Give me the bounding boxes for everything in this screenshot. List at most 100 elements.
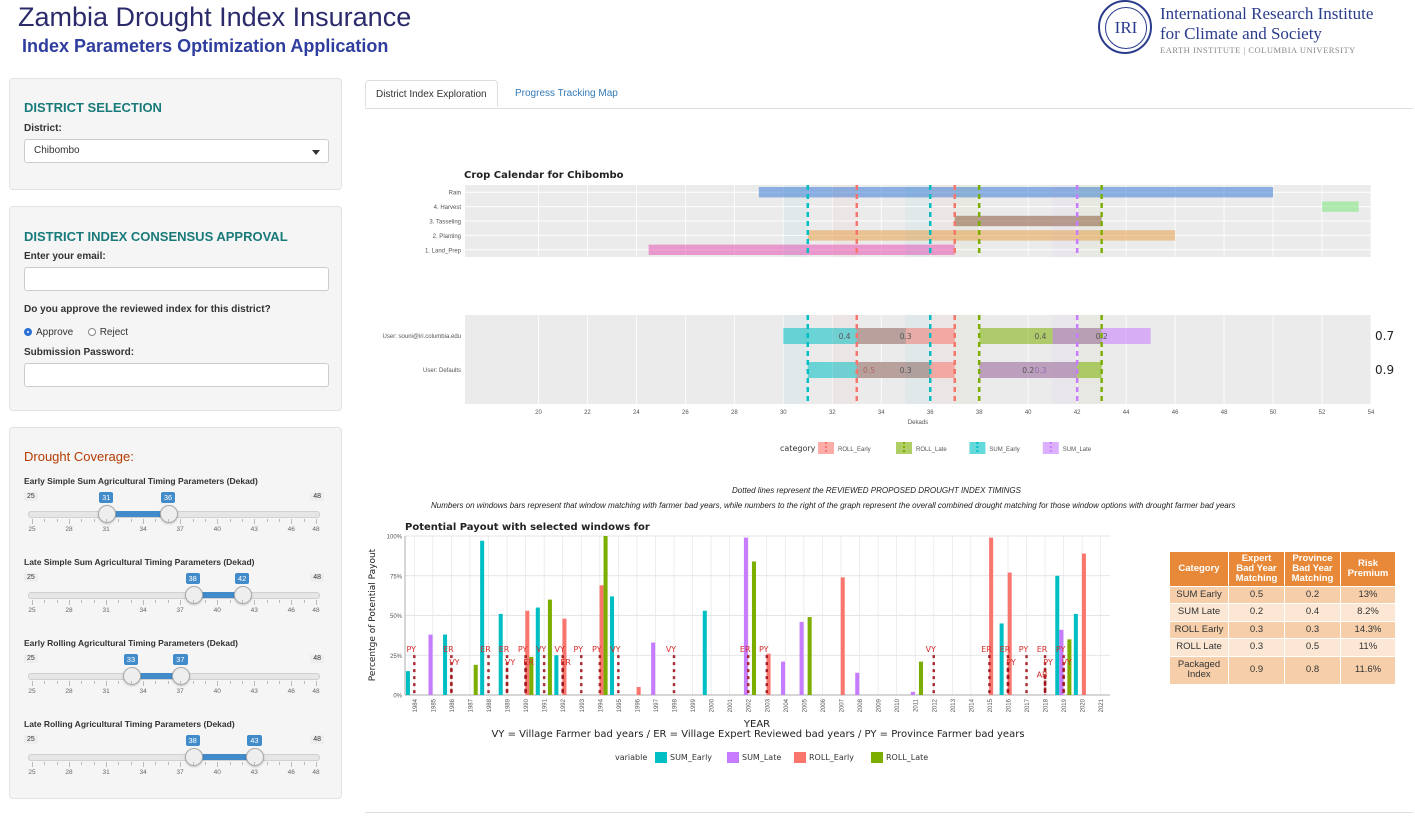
calendar-range-bar — [954, 215, 1102, 227]
x-tick-label: 2019 — [1062, 698, 1068, 712]
slider-handle-to[interactable] — [233, 586, 252, 604]
slider-tick — [118, 519, 120, 522]
payout-bar — [610, 596, 615, 695]
window-shade — [929, 315, 955, 404]
overall-match-value: 0.9 — [1375, 363, 1394, 377]
payout-bar — [603, 536, 608, 695]
tab-progress-tracking-map[interactable]: Progress Tracking Map — [515, 88, 618, 99]
reject-radio[interactable]: Reject — [87, 322, 138, 339]
slider-handle-from[interactable] — [184, 586, 203, 604]
slider-tick — [118, 600, 120, 603]
reject-label: Reject — [99, 327, 129, 338]
slider-tick — [143, 519, 145, 524]
x-tick-label: 34 — [878, 410, 885, 416]
risk-table-header: Category Expert Bad Year Matching Province… — [1169, 551, 1396, 587]
y-tick-label: 25% — [390, 654, 403, 660]
x-tick-label: 1991 — [543, 698, 549, 712]
x-tick-label: 1988 — [487, 698, 493, 712]
slider-tick — [204, 600, 206, 603]
slider-tick — [217, 519, 219, 524]
slider-tick — [291, 600, 293, 605]
bad-year-marker-label: PY — [1019, 645, 1029, 654]
legend-label: SUM_Early — [670, 753, 712, 762]
bad-year-marker-label: PY — [1006, 658, 1016, 667]
slider-tick — [316, 600, 317, 605]
table-cell: 0.4 — [1284, 603, 1341, 622]
slider-min: 25 — [24, 573, 38, 582]
slider-handle-to[interactable] — [159, 505, 178, 523]
payout-bar — [1067, 639, 1072, 695]
slider-tick-labels: 25 28 31 34 37 40 43 46 48 — [24, 688, 324, 698]
slider-handle-from[interactable] — [184, 748, 203, 766]
slider-max: 48 — [310, 573, 324, 582]
slider-tick — [81, 519, 83, 522]
district-select[interactable]: Chibombo — [24, 139, 329, 163]
window-shade — [1076, 185, 1102, 257]
slider-tick — [143, 600, 145, 605]
range-slider[interactable]: 25 48 31 36 25 28 31 34 37 40 43 46 48 — [24, 492, 324, 542]
slider-tick — [192, 681, 194, 684]
table-cell: 0.9 — [1228, 655, 1285, 685]
x-tick-label: 36 — [927, 410, 934, 416]
approve-radio[interactable]: Approve — [24, 322, 83, 339]
slider-tick — [69, 762, 71, 767]
tab-district-index-exploration[interactable]: District Index Exploration — [365, 80, 498, 107]
range-slider[interactable]: 25 48 33 37 25 28 31 34 37 40 43 46 48 — [24, 654, 324, 704]
legend-label: SUM_Late — [742, 753, 781, 762]
slider-tick — [180, 762, 182, 767]
slider-tick-labels: 25 28 31 34 37 40 43 46 48 — [24, 769, 324, 779]
x-tick-label: 46 — [1172, 410, 1179, 416]
x-tick-label: 1989 — [506, 698, 512, 712]
bad-year-marker-label: PY — [759, 645, 769, 654]
district-select-value: Chibombo — [34, 145, 80, 156]
range-slider[interactable]: 25 48 38 42 25 28 31 34 37 40 43 46 48 — [24, 573, 324, 623]
range-slider[interactable]: 25 48 38 43 25 28 31 34 37 40 43 46 48 — [24, 735, 324, 785]
slider-tick — [32, 681, 33, 686]
table-cell: 8.2% — [1340, 603, 1396, 622]
email-field[interactable] — [24, 267, 329, 291]
slider-handle-to[interactable] — [246, 748, 265, 766]
slider-ticks — [28, 600, 320, 606]
legend-label: ROLL_Late — [886, 753, 928, 762]
slider-handle-from[interactable] — [122, 667, 141, 685]
slider-handle-from[interactable] — [98, 505, 117, 523]
slider-tick-label: 37 — [176, 769, 184, 776]
payout-bar — [480, 540, 485, 695]
bad-year-marker-label: PY — [1043, 658, 1053, 667]
slider-tick-label: 48 — [312, 607, 320, 614]
x-tick-label: 1993 — [580, 698, 586, 712]
x-tick-label: 1999 — [691, 698, 697, 712]
slider-handle-to[interactable] — [172, 667, 191, 685]
window-shade — [929, 185, 955, 257]
slider-tick-label: 25 — [28, 607, 36, 614]
window-match-value: 0.4 — [1034, 332, 1046, 341]
table-cell: 0.3 — [1228, 638, 1285, 657]
chevron-down-icon — [312, 150, 320, 155]
slider-tick — [44, 600, 46, 603]
x-tick-label: 1984 — [413, 698, 419, 712]
x-tick-label: 2013 — [951, 698, 957, 712]
calendar-row-label: Rain — [449, 191, 461, 197]
iri-logo-line1: International Research Institute — [1160, 4, 1374, 23]
approval-radio-group: Approve Reject — [24, 322, 138, 340]
table-cell: 0.2 — [1284, 585, 1341, 605]
slider-tick-label: 48 — [312, 769, 320, 776]
payout-bar — [799, 621, 804, 695]
slider-tick-label: 40 — [213, 769, 221, 776]
slider-tick-labels: 25 28 31 34 37 40 43 46 48 — [24, 526, 324, 536]
slider-track — [28, 592, 320, 599]
slider-tick — [266, 681, 268, 684]
window-shade — [954, 185, 980, 257]
x-tick-label: 50 — [1270, 410, 1277, 416]
slider-tick — [130, 519, 132, 522]
password-field[interactable] — [24, 363, 329, 387]
slider-tick — [106, 519, 108, 524]
x-tick-label: 1994 — [598, 698, 604, 712]
bad-year-marker-label: ER — [560, 658, 571, 667]
legend-label: SUM_Early — [989, 447, 1019, 453]
window-shade — [782, 185, 808, 257]
x-tick-label: 2008 — [858, 698, 864, 712]
bad-year-marker-label: ER — [740, 645, 751, 654]
slider-tick-label: 43 — [250, 526, 258, 533]
x-tick-label: 1990 — [524, 698, 530, 712]
